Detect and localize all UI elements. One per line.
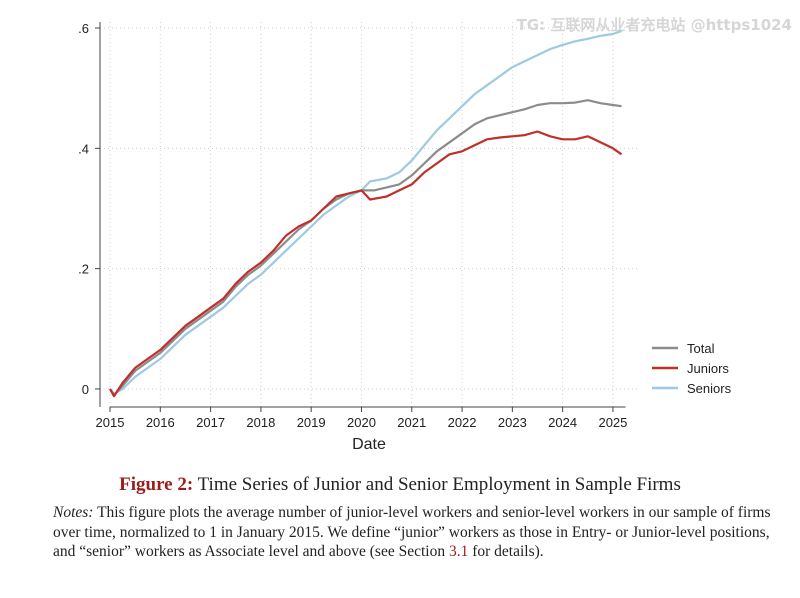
- series-line-total: [109, 99, 622, 397]
- legend-label-seniors: Seniors: [687, 381, 732, 396]
- legend: Total Juniors Seniors: [652, 341, 732, 396]
- y-tick-label: .4: [78, 141, 89, 156]
- y-tick-label: .2: [78, 262, 89, 277]
- x-tick-label: 2024: [548, 415, 577, 430]
- x-axis-label: Date: [352, 436, 386, 453]
- x-tick-label: 2020: [347, 415, 376, 430]
- x-tick-label: 2021: [397, 415, 426, 430]
- x-tick-label: 2015: [96, 415, 125, 430]
- x-tick-label: 2025: [598, 415, 627, 430]
- y-tick-label: 0: [82, 382, 89, 397]
- gridlines: [100, 22, 640, 407]
- series-line-seniors: [109, 29, 622, 395]
- notes-text-before: This figure plots the average number of …: [53, 504, 771, 560]
- x-tick-label: 2017: [196, 415, 225, 430]
- notes-text-after: for details).: [468, 543, 544, 560]
- legend-label-juniors: Juniors: [687, 361, 729, 376]
- series-line-juniors: [109, 130, 623, 398]
- line-chart: 0 .2 .4 .6 2015 2016 2017 2018 2019 2020 2021 2022 2…: [78, 21, 732, 453]
- series-lines: [109, 29, 623, 398]
- figure-caption: Figure 2: Time Series of Junior and Seni…: [0, 474, 800, 496]
- x-tick-label: 2019: [297, 415, 326, 430]
- figure-label: Figure 2:: [119, 474, 194, 495]
- x-tick-label: 2018: [246, 415, 275, 430]
- x-tick-label: 2022: [448, 415, 477, 430]
- x-tick-label: 2016: [146, 415, 175, 430]
- figure-notes: Notes: This figure plots the average num…: [53, 503, 773, 562]
- section-link[interactable]: 3.1: [448, 543, 469, 560]
- x-tick-label: 2023: [498, 415, 527, 430]
- legend-label-total: Total: [687, 341, 715, 356]
- y-tick-label: .6: [78, 21, 89, 36]
- axes: 0 .2 .4 .6 2015 2016 2017 2018 2019 2020 2021 2022 2…: [78, 21, 627, 430]
- notes-label: Notes:: [53, 504, 94, 521]
- watermark: TG: 互联网从业者充电站 @https1024: [516, 16, 792, 34]
- figure-title: Time Series of Junior and Senior Employm…: [197, 474, 681, 495]
